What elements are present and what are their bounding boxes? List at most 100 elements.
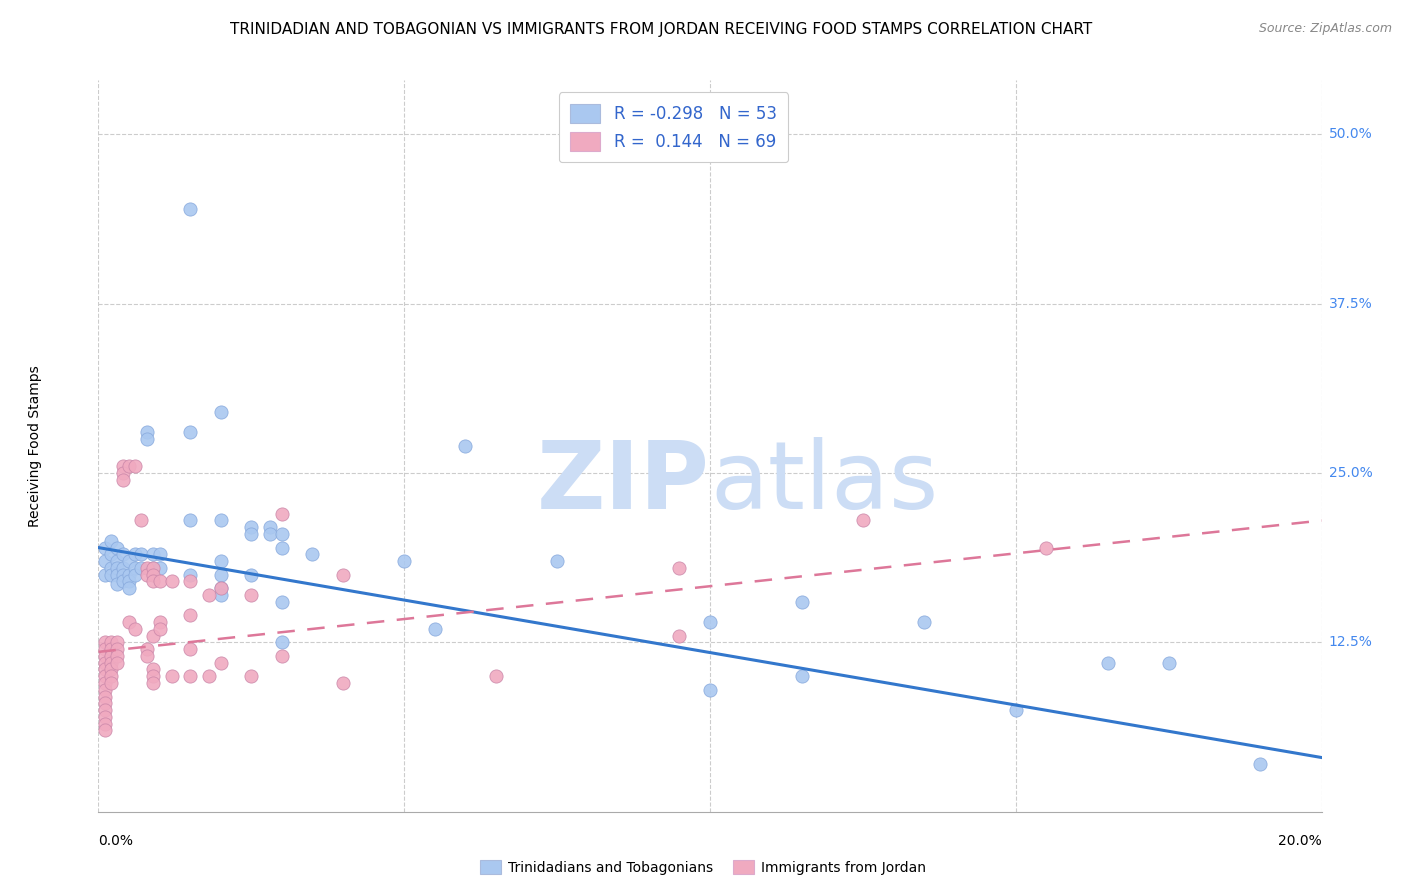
Point	[668, 629, 690, 643]
Point	[105, 541, 128, 555]
Point	[240, 567, 263, 582]
Point	[142, 676, 165, 690]
Point	[240, 669, 263, 683]
Point	[209, 656, 232, 670]
Text: TRINIDADIAN AND TOBAGONIAN VS IMMIGRANTS FROM JORDAN RECEIVING FOOD STAMPS CORRE: TRINIDADIAN AND TOBAGONIAN VS IMMIGRANTS…	[229, 22, 1092, 37]
Point	[129, 561, 152, 575]
Point	[179, 202, 201, 216]
Point	[93, 697, 115, 711]
Point	[160, 669, 183, 683]
Point	[1157, 656, 1180, 670]
Point	[105, 642, 128, 657]
Point	[270, 648, 292, 663]
Point	[136, 425, 159, 440]
Point	[105, 656, 128, 670]
Legend: R = -0.298   N = 53, R =  0.144   N = 69: R = -0.298 N = 53, R = 0.144 N = 69	[558, 92, 789, 162]
Point	[111, 466, 134, 480]
Point	[100, 547, 122, 561]
Point	[668, 561, 690, 575]
Point	[149, 547, 172, 561]
Point	[100, 533, 122, 548]
Point	[259, 527, 281, 541]
Point	[485, 669, 508, 683]
Point	[93, 669, 115, 683]
Point	[790, 669, 813, 683]
Point	[93, 716, 115, 731]
Point	[179, 669, 201, 683]
Point	[423, 622, 446, 636]
Point	[179, 514, 201, 528]
Point	[124, 622, 146, 636]
Point	[142, 574, 165, 589]
Point	[332, 676, 354, 690]
Text: 0.0%: 0.0%	[98, 834, 134, 848]
Point	[209, 514, 232, 528]
Point	[100, 676, 122, 690]
Point	[93, 676, 115, 690]
Point	[100, 635, 122, 649]
Point	[209, 567, 232, 582]
Point	[142, 547, 165, 561]
Point	[100, 656, 122, 670]
Point	[93, 635, 115, 649]
Point	[790, 595, 813, 609]
Point	[118, 459, 141, 474]
Point	[124, 459, 146, 474]
Point	[111, 459, 134, 474]
Text: 25.0%: 25.0%	[1329, 467, 1372, 480]
Point	[118, 581, 141, 595]
Point	[197, 669, 219, 683]
Point	[100, 669, 122, 683]
Point	[912, 615, 935, 629]
Point	[93, 541, 115, 555]
Point	[105, 635, 128, 649]
Point	[105, 567, 128, 582]
Point	[93, 554, 115, 568]
Point	[111, 561, 134, 575]
Point	[142, 629, 165, 643]
Point	[546, 554, 568, 568]
Point	[179, 608, 201, 623]
Point	[1097, 656, 1119, 670]
Text: ZIP: ZIP	[537, 436, 710, 529]
Point	[270, 527, 292, 541]
Point	[136, 567, 159, 582]
Point	[454, 439, 477, 453]
Text: 20.0%: 20.0%	[1278, 834, 1322, 848]
Point	[105, 554, 128, 568]
Text: atlas: atlas	[710, 436, 938, 529]
Point	[149, 615, 172, 629]
Point	[209, 588, 232, 602]
Point	[111, 473, 134, 487]
Point	[209, 405, 232, 419]
Point	[100, 648, 122, 663]
Point	[100, 567, 122, 582]
Point	[142, 663, 165, 677]
Point	[136, 642, 159, 657]
Point	[105, 648, 128, 663]
Point	[118, 554, 141, 568]
Point	[1004, 703, 1026, 717]
Point	[93, 567, 115, 582]
Point	[124, 561, 146, 575]
Point	[93, 703, 115, 717]
Point	[100, 642, 122, 657]
Text: 37.5%: 37.5%	[1329, 297, 1372, 310]
Point	[142, 561, 165, 575]
Point	[1035, 541, 1057, 555]
Point	[105, 577, 128, 591]
Point	[124, 547, 146, 561]
Point	[301, 547, 323, 561]
Point	[93, 690, 115, 704]
Point	[142, 669, 165, 683]
Point	[93, 723, 115, 738]
Point	[392, 554, 416, 568]
Point	[852, 514, 875, 528]
Point	[142, 561, 165, 575]
Point	[160, 574, 183, 589]
Point	[142, 567, 165, 582]
Point	[93, 663, 115, 677]
Text: Source: ZipAtlas.com: Source: ZipAtlas.com	[1258, 22, 1392, 36]
Point	[259, 520, 281, 534]
Point	[100, 663, 122, 677]
